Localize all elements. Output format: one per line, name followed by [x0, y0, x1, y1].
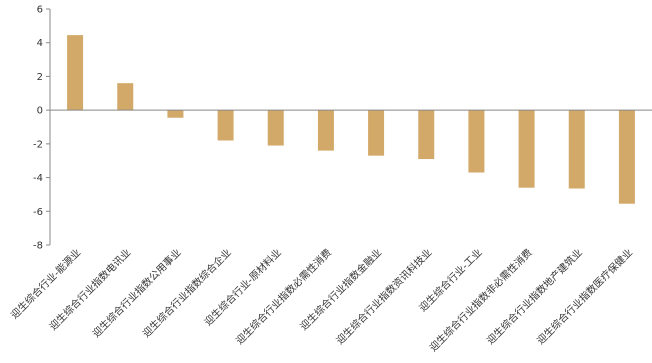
y-tick-label: 6: [37, 5, 43, 16]
bar: [468, 110, 485, 173]
bar: [317, 110, 334, 151]
bar: [117, 83, 134, 111]
bars: [67, 35, 635, 204]
bar: [217, 110, 234, 141]
x-category-label: 迎生综合行业指数非必需性消费: [427, 246, 535, 354]
x-category-label: 迎生综合行业指数资讯科技业: [333, 246, 434, 347]
bar: [568, 110, 585, 189]
y-tick-label: 2: [37, 72, 43, 83]
bar: [267, 110, 284, 146]
bar: [618, 110, 635, 204]
x-category-label: 迎生综合行业指数公用事业: [89, 246, 183, 340]
category-labels: 迎生综合行业-能源业迎生综合行业指数电讯业迎生综合行业指数公用事业迎生综合行业指…: [8, 246, 635, 354]
y-tick-label: -8: [33, 241, 43, 252]
y-tick-label: 0: [37, 106, 43, 117]
y-tick-label: -6: [33, 207, 43, 218]
x-category-label: 迎生综合行业指数地产建筑业: [484, 246, 585, 347]
x-category-label: 迎生综合行业指数电讯业: [46, 246, 133, 333]
y-tick-label: -2: [33, 139, 43, 150]
bar: [67, 35, 84, 111]
x-category-label: 迎生综合行业指数金融业: [297, 246, 384, 333]
x-category-label: 迎生综合行业指数医疗保健业: [534, 246, 635, 347]
y-tick-label: 4: [37, 38, 43, 49]
bar: [368, 110, 385, 156]
x-category-label: 迎生综合行业指数综合企业: [140, 246, 234, 340]
bar: [418, 110, 435, 160]
bar: [518, 110, 535, 188]
bar: [167, 110, 184, 118]
x-category-label: 迎生综合行业指数必需性消费: [233, 246, 334, 347]
y-axis: 6 4 2 0 -2 -4 -6 -8: [33, 5, 51, 252]
y-tick-label: -4: [33, 173, 43, 184]
